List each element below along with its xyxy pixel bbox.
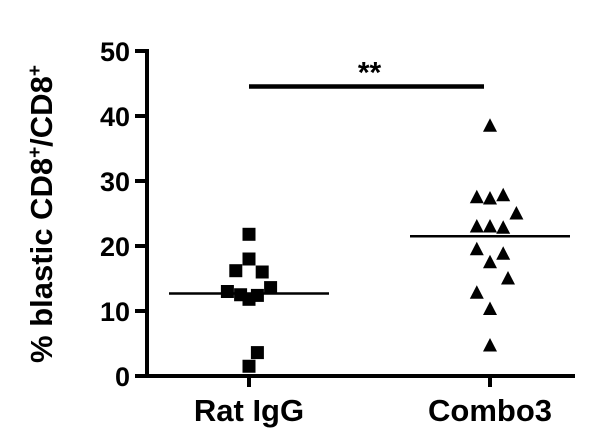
y-axis-label: % blastic CD8+/CD8+ (24, 65, 59, 363)
data-point-square (242, 359, 256, 373)
data-point-triangle (469, 241, 484, 256)
data-point-square (242, 227, 256, 241)
data-point-triangle (496, 246, 511, 260)
data-marks: ** (169, 57, 570, 373)
y-tick-label: 0 (115, 362, 130, 392)
data-point-triangle (469, 285, 484, 299)
data-point-square (242, 292, 256, 306)
axes: 0 10 20 30 40 50 Rat IgG Combo3 (100, 37, 575, 428)
data-point-square (250, 346, 264, 360)
y-tick-label: 20 (100, 232, 130, 262)
data-point-triangle (496, 220, 511, 234)
y-tick-label: 10 (100, 297, 130, 327)
data-point-square (220, 285, 234, 298)
data-point-triangle (483, 219, 497, 233)
data-point-triangle (501, 271, 515, 285)
data-point-triangle (483, 337, 497, 352)
data-point-triangle (483, 301, 497, 316)
data-point-square (229, 264, 243, 278)
data-point-square (242, 252, 256, 266)
y-tick-label: 40 (100, 102, 130, 132)
significance-label: ** (358, 57, 382, 90)
y-tick-label: 50 (100, 37, 130, 67)
data-point-triangle (483, 118, 497, 132)
data-point-triangle (483, 191, 497, 205)
data-point-triangle (483, 254, 497, 269)
x-tick-label: Rat IgG (194, 393, 304, 428)
x-tick-label: Combo3 (428, 393, 552, 428)
data-point-square (264, 281, 278, 295)
y-tick-label: 30 (100, 167, 130, 197)
data-point-triangle (469, 189, 484, 204)
data-point-triangle (496, 187, 511, 202)
data-point-square (255, 265, 269, 279)
data-point-triangle (469, 219, 484, 233)
data-point-triangle (509, 206, 524, 220)
